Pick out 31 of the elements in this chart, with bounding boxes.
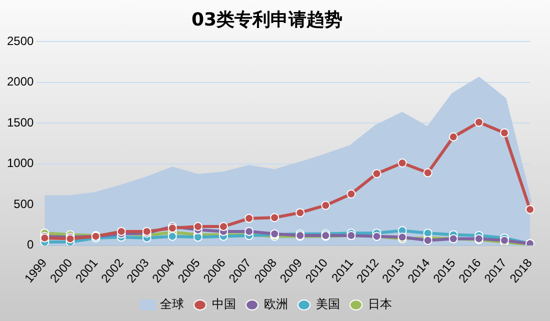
- point: [244, 226, 254, 236]
- legend-label: 中国: [212, 297, 236, 312]
- point: [270, 213, 280, 222]
- y-tick-label: 500: [14, 196, 34, 211]
- point: [321, 200, 330, 210]
- legend-label: 欧洲: [264, 297, 288, 312]
- point: [346, 189, 356, 198]
- point: [244, 214, 254, 223]
- legend-label: 美国: [316, 297, 340, 312]
- y-tick-label: 1000: [6, 156, 34, 170]
- legend-label: 日本: [368, 297, 392, 312]
- y-tick-label: 0: [27, 238, 34, 252]
- legend-label: 全球: [160, 297, 184, 312]
- point: [474, 118, 484, 127]
- y-tick-label: 1500: [6, 115, 34, 130]
- y-tick-label: 2000: [6, 74, 34, 89]
- point: [218, 222, 228, 232]
- point: [296, 208, 305, 218]
- point: [526, 204, 534, 214]
- point: [398, 158, 407, 168]
- point: [423, 228, 432, 238]
- point: [372, 169, 382, 178]
- point: [423, 236, 432, 245]
- y-tick-label: 2500: [6, 34, 34, 48]
- point: [168, 232, 177, 241]
- point: [500, 128, 509, 138]
- point: [423, 168, 432, 178]
- chart-title: 03类专利申请趋势: [191, 9, 343, 30]
- point: [448, 132, 458, 142]
- point: [193, 222, 202, 232]
- point: [193, 232, 202, 242]
